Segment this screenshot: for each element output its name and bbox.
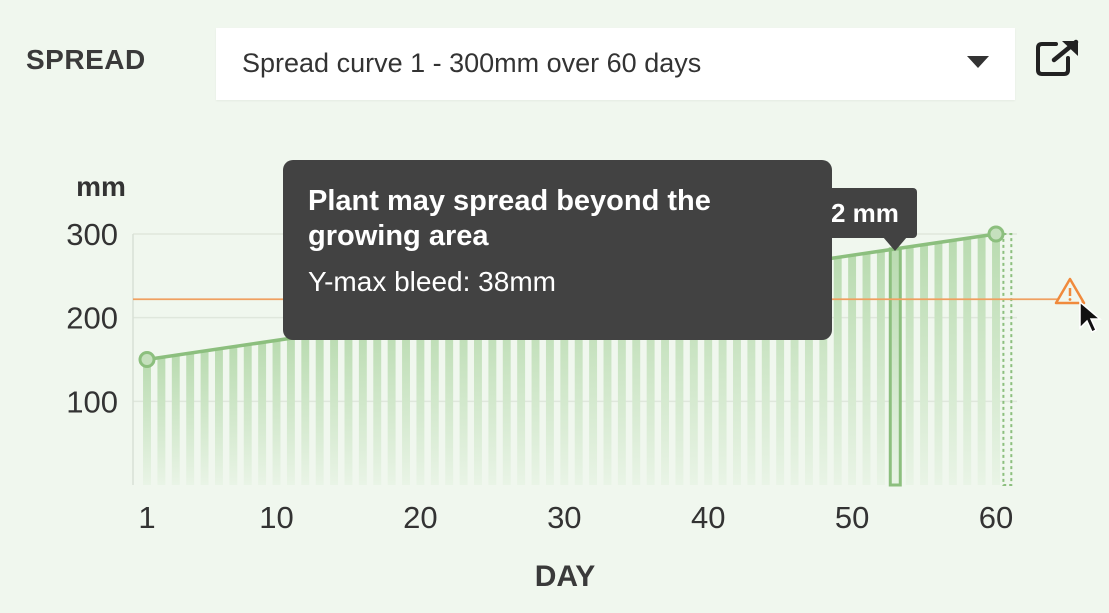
bar-day-56 [934, 242, 943, 485]
bar-day-14 [330, 331, 339, 485]
tooltip-title: Plant may spread beyond the growing area [308, 185, 711, 252]
bar-day-7 [229, 346, 238, 485]
spread-curve-select[interactable]: Spread curve 1 - 300mm over 60 days [216, 28, 1015, 100]
bar-day-17 [373, 325, 382, 485]
bar-day-22 [445, 314, 454, 485]
bar-day-16 [358, 327, 367, 485]
x-tick-20: 20 [403, 500, 437, 535]
bar-day-8 [243, 344, 252, 485]
bar-day-11 [286, 338, 295, 485]
bar-day-6 [214, 348, 223, 485]
bar-day-36 [646, 285, 655, 485]
bar-day-25 [488, 308, 497, 485]
x-tick-50: 50 [835, 500, 869, 535]
bar-day-26 [502, 306, 511, 485]
bar-day-3 [171, 355, 180, 485]
x-tick-40: 40 [691, 500, 725, 535]
bar-day-45 [776, 265, 785, 485]
bar-day-55 [920, 244, 929, 485]
bar-day-51 [862, 253, 871, 485]
bar-day-41 [718, 274, 727, 485]
bar-day-23 [459, 312, 468, 485]
bar-day-10 [272, 340, 281, 485]
bar-day-15 [344, 329, 353, 485]
bar-day-59 [977, 236, 986, 485]
bar-day-4 [186, 353, 195, 485]
bar-day-54 [905, 246, 914, 485]
x-tick-10: 10 [259, 500, 293, 535]
bar-day-31 [574, 295, 583, 485]
bar-day-53 [891, 248, 900, 485]
tooltip-body: Y-max bleed: 38mm [308, 266, 556, 297]
bar-day-overflow [1002, 233, 1013, 486]
external-link-icon [1036, 39, 1079, 76]
bar-day-5 [200, 350, 209, 485]
bar-day-52 [876, 251, 885, 485]
series-point-1 [138, 351, 156, 368]
x-tick-1: 1 [138, 500, 155, 535]
bar-day-50 [848, 255, 857, 485]
y-axis-label: mm [76, 171, 126, 202]
bar-day-34 [617, 289, 626, 485]
bar-day-24 [474, 310, 482, 485]
bar-day-49 [833, 257, 842, 485]
y-tick-200: 200 [66, 301, 118, 336]
bar-day-48 [819, 259, 828, 485]
bar-day-21 [430, 316, 439, 485]
caret-down-icon [967, 56, 989, 68]
bar-day-39 [689, 278, 698, 485]
warning-triangle-icon[interactable] [1054, 277, 1086, 305]
value-tooltip: 2 mm [822, 188, 917, 238]
bar-day-18 [387, 323, 396, 485]
y-tick-300: 300 [66, 217, 118, 252]
bar-day-30 [560, 297, 569, 485]
bar-day-58 [963, 238, 972, 485]
bar-day-42 [733, 272, 741, 485]
bar-day-32 [589, 293, 598, 485]
bar-day-20 [416, 319, 425, 485]
bar-day-13 [315, 333, 324, 485]
series-point-60 [987, 225, 1005, 243]
bar-day-47 [804, 261, 813, 485]
bar-day-33 [603, 291, 612, 485]
bar-day-12 [301, 336, 310, 485]
bar-day-29 [545, 299, 554, 485]
bar-day-43 [747, 270, 756, 485]
x-axis-label: DAY [535, 560, 596, 593]
select-value: Spread curve 1 - 300mm over 60 days [242, 48, 702, 78]
bar-day-35 [632, 287, 641, 485]
bar-day-60 [992, 234, 1000, 485]
x-tick-30: 30 [547, 500, 581, 535]
bar-day-27 [517, 304, 526, 485]
bar-day-37 [661, 282, 669, 485]
bleed-warning-tooltip: Plant may spread beyond the growing area… [283, 160, 832, 340]
bar-day-28 [531, 302, 540, 485]
spread-label: SPREAD [26, 44, 146, 75]
external-link-button[interactable] [1034, 38, 1082, 78]
bar-day-19 [402, 321, 410, 485]
bar-day-9 [258, 342, 267, 485]
bar-day-57 [948, 240, 957, 485]
x-tick-60: 60 [979, 500, 1013, 535]
y-tick-100: 100 [66, 384, 118, 419]
bar-day-1 [143, 359, 151, 485]
bar-day-38 [675, 280, 684, 485]
bar-day-44 [761, 268, 770, 485]
value-tooltip-arrow [883, 237, 907, 251]
bar-day-2 [157, 357, 166, 485]
bar-day-46 [790, 263, 799, 485]
bar-day-40 [704, 276, 713, 485]
cursor-pointer-icon [1079, 300, 1103, 334]
